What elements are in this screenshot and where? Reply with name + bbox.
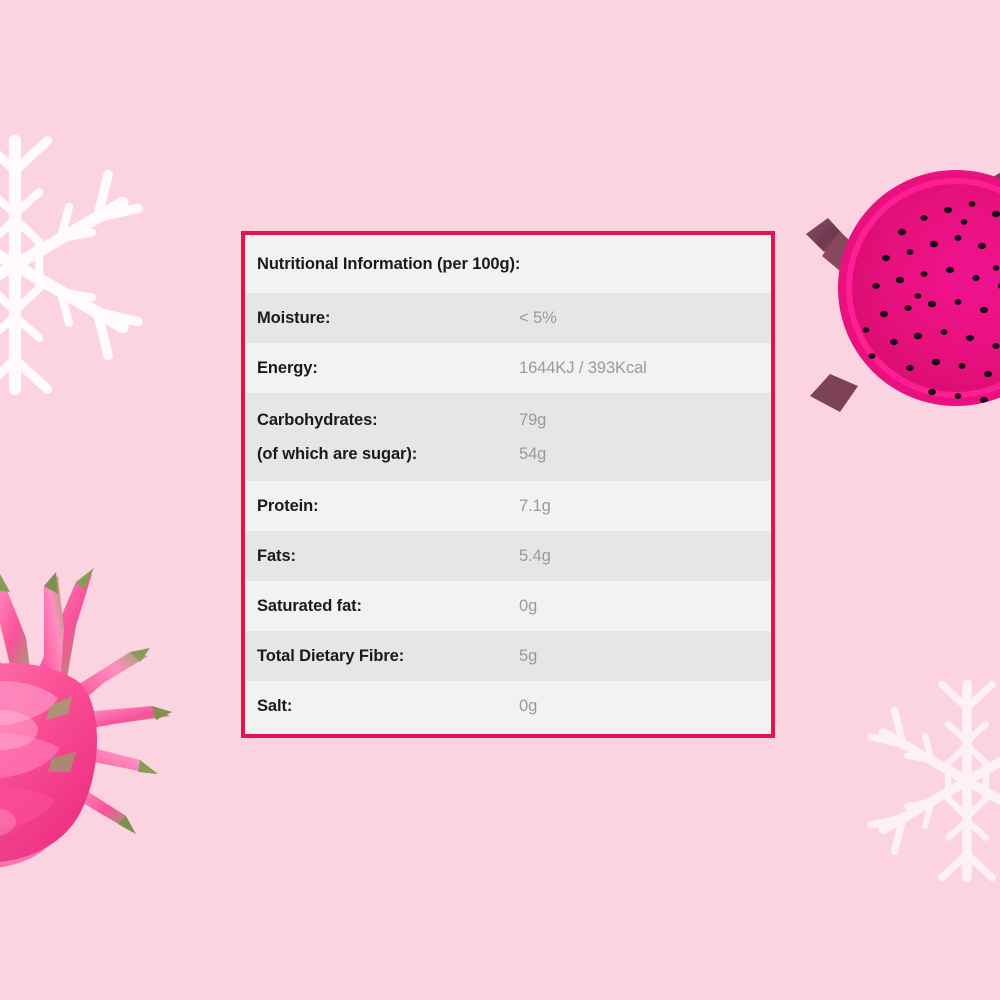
table-row: Energy: 1644KJ / 393Kcal	[245, 343, 771, 393]
table-row: Total Dietary Fibre: 5g	[245, 631, 771, 681]
row-value: 5g	[519, 647, 538, 665]
snowflake-icon	[867, 679, 1000, 883]
row-value: 1644KJ / 393Kcal	[519, 359, 647, 377]
row-label: Total Dietary Fibre:	[257, 647, 405, 665]
row-label: Fats:	[257, 547, 296, 565]
row-value: 79g 54g	[519, 403, 759, 471]
row-label: Protein:	[257, 497, 319, 515]
row-label: Moisture:	[257, 309, 331, 327]
table-header-row: Nutritional Information (per 100g):	[245, 235, 771, 293]
table-title: Nutritional Information (per 100g):	[257, 255, 521, 273]
snowflake-icon	[0, 134, 143, 396]
row-value: 0g	[519, 597, 538, 615]
table-row: Protein: 7.1g	[245, 481, 771, 531]
row-value-sub: 54g	[519, 445, 547, 463]
row-value: 0g	[519, 697, 538, 715]
row-value: 7.1g	[519, 497, 551, 515]
nutritional-information-card: Nutritional Information (per 100g): Mois…	[241, 231, 775, 738]
dragon-fruit-whole	[0, 568, 172, 868]
table-row: Salt: 0g	[245, 681, 771, 731]
row-label: Saturated fat:	[257, 597, 362, 615]
row-value: 5.4g	[519, 547, 551, 565]
row-label-main: Carbohydrates:	[257, 411, 378, 429]
table-row: Saturated fat: 0g	[245, 581, 771, 631]
row-label: Energy:	[257, 359, 318, 377]
row-label: Carbohydrates: (of which are sugar):	[257, 403, 519, 471]
row-value: < 5%	[519, 309, 557, 327]
table-row: Fats: 5.4g	[245, 531, 771, 581]
row-label-sub: (of which are sugar):	[257, 445, 418, 463]
table-row: Moisture: < 5%	[245, 293, 771, 343]
row-label: Salt:	[257, 697, 293, 715]
table-row: Carbohydrates: (of which are sugar): 79g…	[245, 393, 771, 481]
dragon-fruit-slice	[806, 170, 1000, 412]
row-value-main: 79g	[519, 411, 547, 429]
